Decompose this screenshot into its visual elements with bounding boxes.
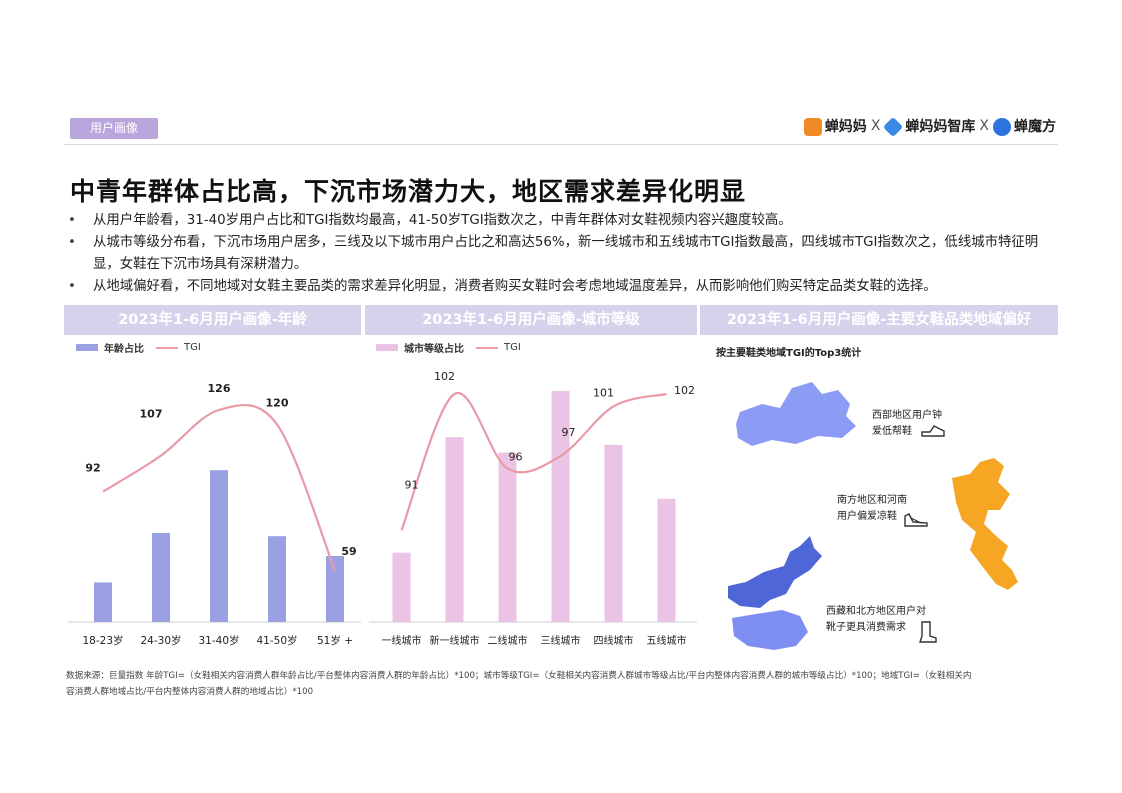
logo-chanmofang: 蝉魔方 xyxy=(993,116,1056,136)
bullet-item: 从用户年龄看，31-40岁用户占比和TGI指数均最高，41-50岁TGI指数次之… xyxy=(66,210,1062,232)
age-bar xyxy=(94,582,112,622)
age-bar xyxy=(152,532,170,622)
west-label-line1: 西部地区用户钟 xyxy=(872,410,942,421)
south-label-line1: 南方地区和河南 xyxy=(837,495,907,506)
age-tick-label: 51岁 + xyxy=(317,634,353,647)
city-tick-label: 新一线城市 xyxy=(430,634,480,647)
city-legend-line-label: TGI xyxy=(504,342,521,353)
north-region-shape-2 xyxy=(732,610,808,650)
age-tgi-label: 92 xyxy=(85,462,100,475)
age-tgi-label: 107 xyxy=(140,408,163,421)
summary-bullets: 从用户年龄看，31-40岁用户占比和TGI指数均最高，41-50岁TGI指数次之… xyxy=(66,210,1062,298)
logo-zhiku-text: 蝉妈妈智库 xyxy=(905,119,976,135)
city-tick-label: 一线城市 xyxy=(382,634,422,647)
age-tick-label: 41-50岁 xyxy=(256,634,297,647)
west-region-shape xyxy=(736,382,856,446)
map-shapes xyxy=(728,382,1018,650)
age-legend-swatch xyxy=(76,344,98,351)
north-label-line1: 西藏和北方地区用户对 xyxy=(826,606,926,617)
city-bar xyxy=(604,444,623,622)
city-tgi-label: 91 xyxy=(405,478,419,491)
map-subtitle: 按主要鞋类地域TGI的Top3统计 xyxy=(716,348,862,359)
header-divider xyxy=(64,144,1058,145)
city-bar xyxy=(551,391,570,622)
data-source-footnote: 数据来源：巨量指数 年龄TGI=（女鞋相关内容消费人群年龄占比/平台整体内容消费… xyxy=(66,668,1060,700)
footnote-line2: 容消费人群地域占比/平台内整体内容消费人群的地域占比）*100 xyxy=(66,687,314,697)
logo-chanmama-text: 蝉妈妈 xyxy=(824,119,867,135)
south-label-line2: 用户偏爱凉鞋 xyxy=(837,511,897,522)
logo-chanmama: 蝉妈妈 xyxy=(803,116,867,136)
page-title: 中青年群体占比高，下沉市场潜力大，地区需求差异化明显 xyxy=(70,177,747,206)
chanmama-logo-icon xyxy=(803,118,822,136)
bullet-item: 从地域偏好看，不同地域对女鞋主要品类的需求差异化明显，消费者购买女鞋时会考虑地域… xyxy=(66,276,1062,298)
chanmofang-logo-icon xyxy=(993,118,1011,136)
region-map: 西部地区用户钟 爱低帮鞋 南方地区和河南 用户偏爱凉鞋 西藏和北方地区用户对 靴… xyxy=(700,360,1058,650)
city-tgi-label: 96 xyxy=(509,450,523,463)
city-legend: 城市等级占比 TGI xyxy=(376,340,521,355)
age-tgi-label: 59 xyxy=(341,545,356,558)
age-tick-label: 18-23岁 xyxy=(82,634,123,647)
city-bar xyxy=(392,552,411,622)
city-tgi-line xyxy=(400,392,667,531)
logo-separator: X xyxy=(870,118,881,134)
age-panel-title: 2023年1-6月用户画像-年龄 xyxy=(64,305,361,335)
age-tgi-label: 120 xyxy=(266,396,289,409)
north-region-label: 西藏和北方地区用户对 靴子更具消费需求 xyxy=(826,604,926,636)
south-region-label: 南方地区和河南 用户偏爱凉鞋 xyxy=(837,493,907,525)
age-legend-line-label: TGI xyxy=(184,342,201,353)
city-bar xyxy=(657,498,676,622)
low-top-shoe-icon xyxy=(921,425,945,437)
city-legend-line xyxy=(476,346,498,349)
south-region-shape xyxy=(952,458,1018,590)
west-label-line2: 爱低帮鞋 xyxy=(872,426,912,437)
city-tick-label: 四线城市 xyxy=(594,634,634,647)
sandal-icon xyxy=(904,513,928,527)
city-tick-label: 五线城市 xyxy=(647,634,687,647)
boot-icon xyxy=(919,621,937,643)
city-tgi-label: 101 xyxy=(593,386,614,399)
age-chart: 18-23岁 24-30岁 31-40岁 41-50岁 51岁 + 92 107 126 120… xyxy=(68,382,361,647)
city-panel-title: 2023年1-6月用户画像-城市等级 xyxy=(365,305,697,335)
logo-separator: X xyxy=(979,118,989,134)
city-chart: 一线城市 新一线城市 二线城市 三线城市 四线城市 五线城市 91 102 96 97 101 102 xyxy=(369,370,697,647)
age-bar xyxy=(326,556,344,622)
city-legend-swatch xyxy=(376,344,398,351)
age-tgi-label: 126 xyxy=(208,382,231,395)
footnote-line1: 数据来源：巨量指数 年龄TGI=（女鞋相关内容消费人群年龄占比/平台整体内容消费… xyxy=(66,671,972,681)
map-panel-title: 2023年1-6月用户画像-主要女鞋品类地域偏好 xyxy=(700,305,1058,335)
age-legend-bar-label: 年龄占比 xyxy=(104,344,144,355)
city-tgi-label: 102 xyxy=(674,384,695,397)
city-tgi-label: 97 xyxy=(562,426,576,439)
bullet-item: 从城市等级分布看，下沉市场用户居多，三线及以下城市用户占比之和高达56%，新一线… xyxy=(66,232,1062,276)
logo-chanmofang-text: 蝉魔方 xyxy=(1014,119,1056,135)
city-bar xyxy=(498,452,517,622)
city-legend-bar-label: 城市等级占比 xyxy=(404,344,464,355)
city-tick-label: 三线城市 xyxy=(541,634,581,647)
city-tick-label: 二线城市 xyxy=(488,634,528,647)
section-tag: 用户画像 xyxy=(70,118,158,139)
age-bar xyxy=(268,536,286,622)
brand-logos: 蝉妈妈 X 蝉妈妈智库 X 蝉魔方 xyxy=(803,116,1056,138)
age-tick-label: 31-40岁 xyxy=(198,634,239,647)
zhiku-logo-icon xyxy=(883,116,904,138)
logo-chanmama-zhiku: 蝉妈妈智库 xyxy=(883,116,976,138)
age-bar xyxy=(210,470,228,622)
west-region-label: 西部地区用户钟 爱低帮鞋 xyxy=(872,408,942,440)
age-legend: 年龄占比 TGI xyxy=(76,340,201,355)
city-bar xyxy=(445,437,464,622)
north-region-shape xyxy=(728,536,822,608)
age-legend-line xyxy=(156,346,178,349)
age-tick-label: 24-30岁 xyxy=(140,634,181,647)
age-tgi-line xyxy=(102,403,337,572)
north-label-line2: 靴子更具消费需求 xyxy=(826,622,906,633)
city-tgi-label: 102 xyxy=(434,370,455,383)
